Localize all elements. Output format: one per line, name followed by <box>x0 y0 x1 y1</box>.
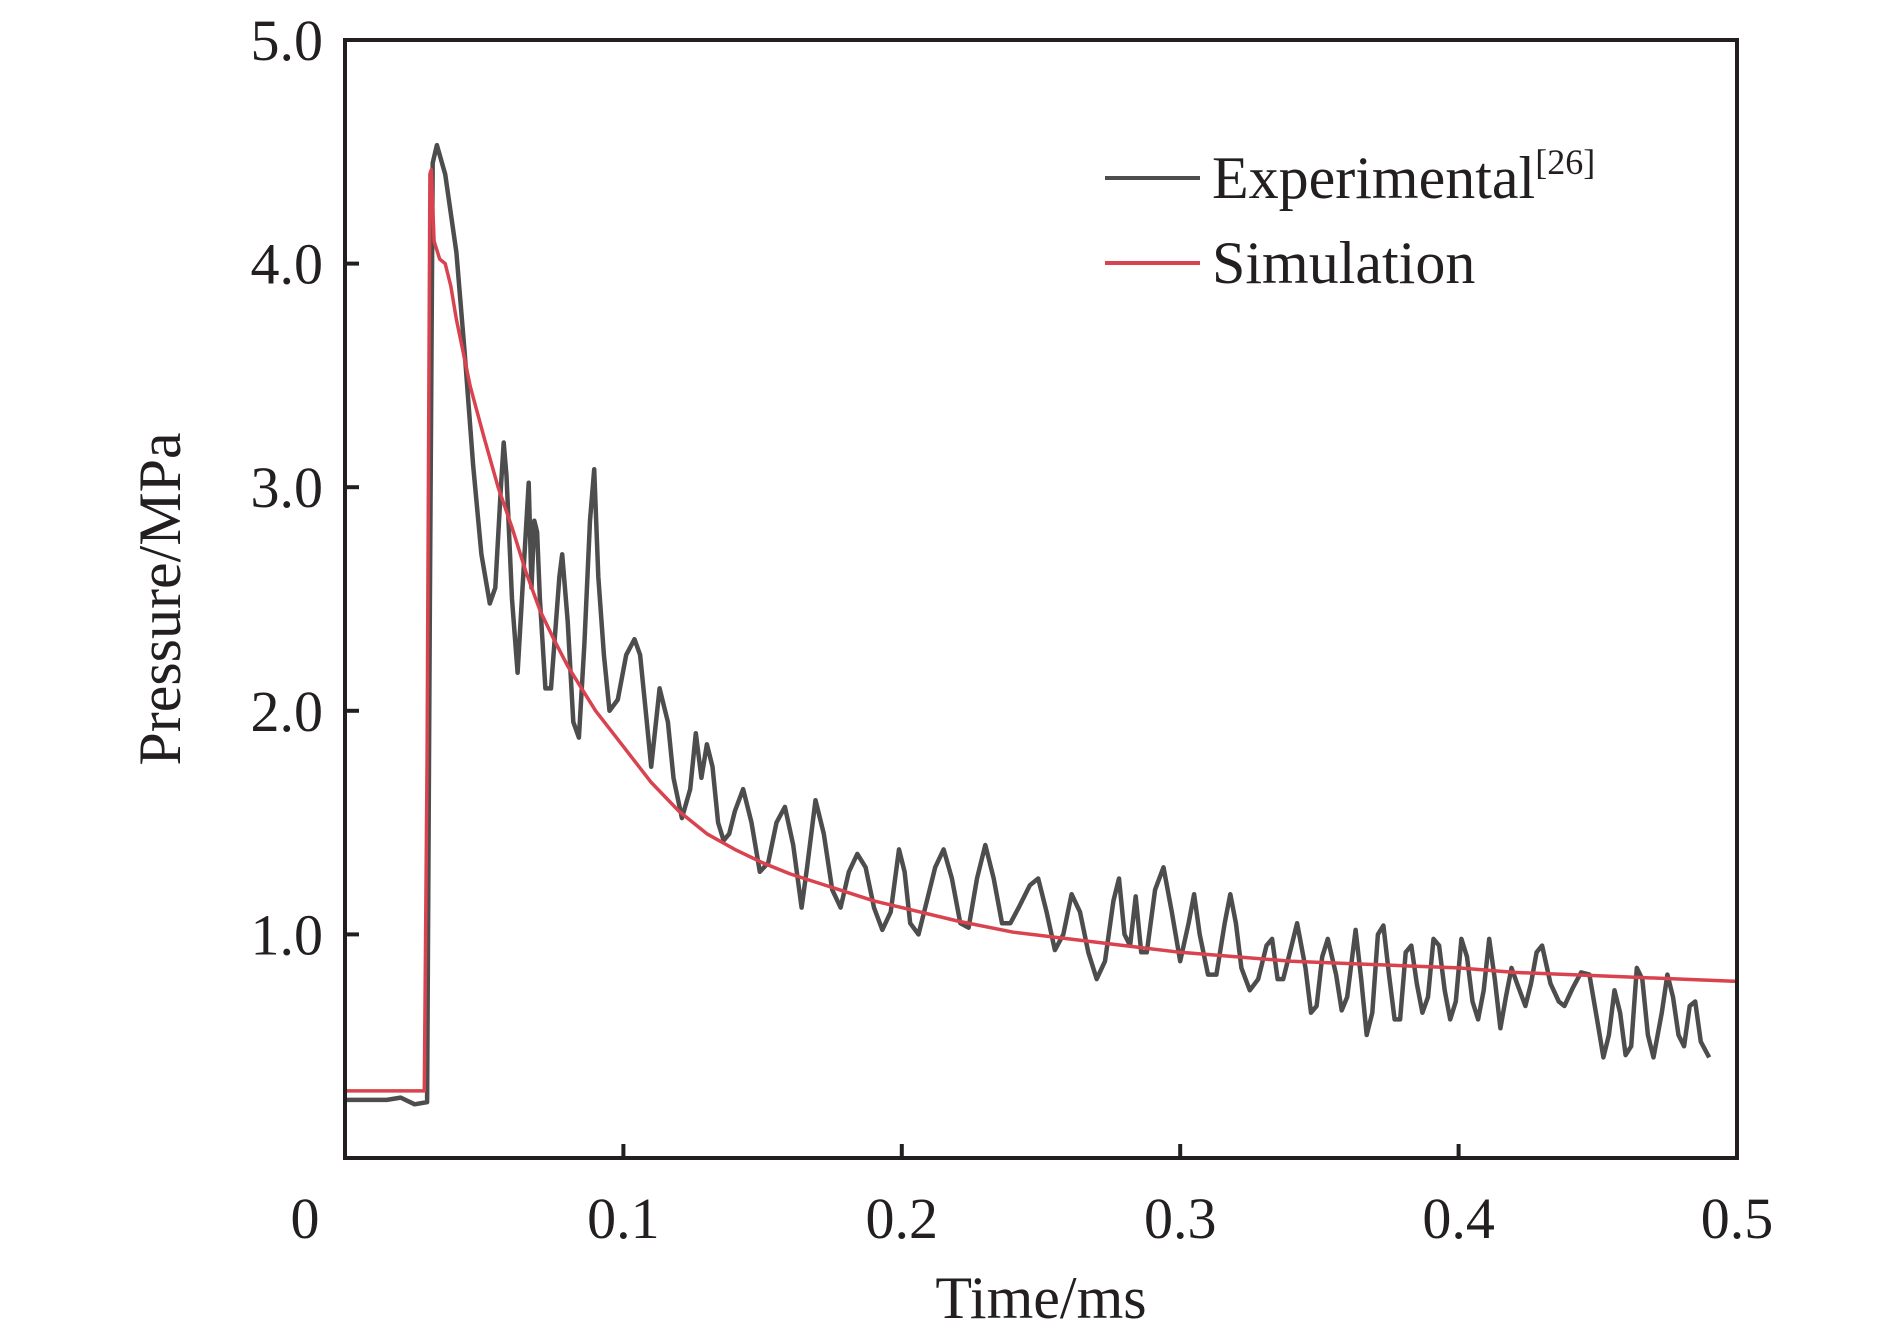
y-tick-label: 4.0 <box>251 232 324 297</box>
y-axis: 1.0 2.0 3.0 4.0 5.0 <box>251 8 359 967</box>
series-line-experimental <box>345 142 1712 1107</box>
x-axis: 0 0.1 0.2 0.3 0.4 0.5 <box>291 1144 1774 1251</box>
x-tick-label: 0.3 <box>1144 1186 1217 1251</box>
x-tick-label: 0 <box>291 1186 320 1251</box>
x-tick-label: 0.5 <box>1701 1186 1774 1251</box>
y-tick-label: 2.0 <box>251 679 324 744</box>
y-tick-label: 5.0 <box>251 8 324 73</box>
y-tick-label: 3.0 <box>251 455 324 520</box>
plot-frame <box>343 38 1739 1160</box>
series-line-simulation <box>345 167 1737 1093</box>
legend-label-experimental: Experimental[26] <box>1212 142 1595 211</box>
y-axis-title: Pressure/MPa <box>127 432 193 765</box>
x-tick-label: 0.1 <box>587 1186 660 1251</box>
y-tick-label: 1.0 <box>251 902 324 967</box>
legend-label-experimental-superscript: [26] <box>1535 142 1595 182</box>
legend-label-simulation: Simulation <box>1212 230 1475 296</box>
x-tick-label: 0.2 <box>866 1186 939 1251</box>
x-axis-title: Time/ms <box>935 1265 1146 1331</box>
legend: Experimental[26] Simulation <box>1105 142 1595 296</box>
x-tick-label: 0.4 <box>1422 1186 1495 1251</box>
legend-label-experimental-name: Experimental <box>1212 145 1535 211</box>
